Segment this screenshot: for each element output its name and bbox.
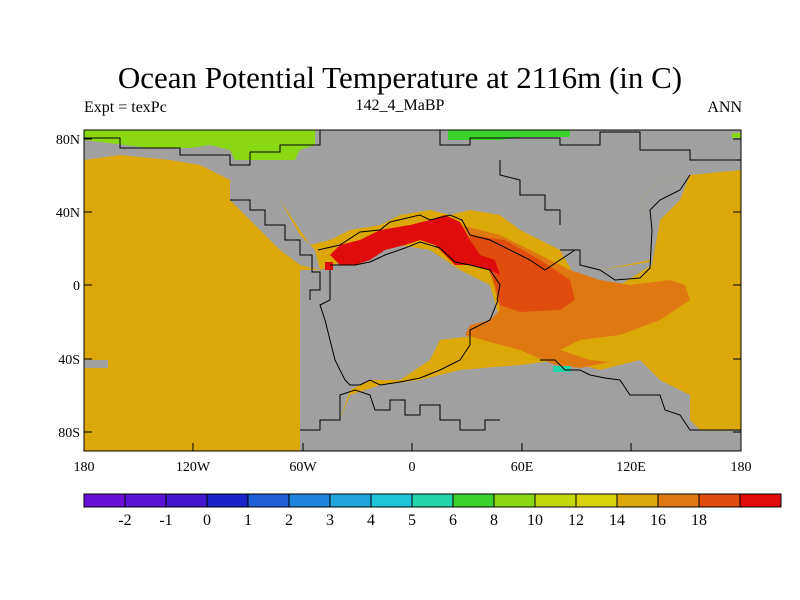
lon-label: 120W [176, 460, 211, 475]
lat-label: 40N [56, 206, 80, 221]
lat-label: 40S [58, 353, 80, 368]
colorbar-label: 10 [527, 512, 543, 529]
arctic-green-edge [732, 133, 741, 138]
colorbar-label: 2 [285, 512, 293, 529]
colorbar-label: 0 [203, 512, 211, 529]
lat-label: 0 [73, 279, 80, 294]
colorbar-label: -2 [118, 512, 131, 529]
colorbar-label: -1 [159, 512, 172, 529]
colorbar-label: 3 [326, 512, 334, 529]
colorbar-box [411, 493, 454, 508]
coastlines [84, 130, 741, 431]
colorbar-box [657, 493, 700, 508]
colorbar-box [124, 493, 167, 508]
time-label: 142_4_MaBP [355, 97, 445, 114]
lon-label: 60W [289, 460, 317, 475]
colorbar-label: 5 [408, 512, 416, 529]
land-east [560, 160, 741, 290]
lon-axis [83, 443, 742, 451]
lat-axis [84, 138, 741, 433]
lat-label: 80N [56, 133, 80, 148]
colorbar-label: 16 [650, 512, 666, 529]
colorbar-label: 4 [367, 512, 375, 529]
colorbar-label: 1 [244, 512, 252, 529]
colorbar-box [165, 493, 208, 508]
colorbar-box [452, 493, 495, 508]
land-island-west [84, 360, 108, 368]
colorbar-label: 18 [691, 512, 707, 529]
colorbar-box [698, 493, 741, 508]
colorbar-boxes [83, 493, 782, 508]
colorbar-box [206, 493, 249, 508]
colorbar-labels: -2 -1 0 1 2 3 4 5 6 8 10 12 14 16 18 [118, 512, 707, 529]
lon-label: 60E [511, 460, 534, 475]
colorbar-box [575, 493, 618, 508]
chart-title: Ocean Potential Temperature at 2116m (in… [117, 60, 683, 95]
colorbar-label: 6 [449, 512, 457, 529]
colorbar-box [739, 493, 782, 508]
colorbar-box [83, 493, 126, 508]
lon-label: 0 [409, 460, 416, 475]
lon-label: 180 [74, 460, 95, 475]
tethys-red [325, 215, 500, 275]
colorbar-box [370, 493, 413, 508]
land-central-continent [300, 245, 500, 430]
tethys-deep-red-orange [470, 235, 575, 312]
cyan-spot [553, 366, 571, 372]
colorbar-label: 8 [490, 512, 498, 529]
season-label: ANN [707, 99, 742, 116]
colorbar-label: 12 [568, 512, 584, 529]
lat-label: 80S [58, 426, 80, 441]
colorbar-label: 14 [609, 512, 625, 529]
experiment-label: Expt = texPc [84, 99, 167, 116]
colorbar-box [616, 493, 659, 508]
colorbar-box [493, 493, 536, 508]
lon-label: 180 [731, 460, 752, 475]
colorbar-box [247, 493, 290, 508]
lon-label: 120E [616, 460, 646, 475]
colorbar-box [329, 493, 372, 508]
colorbar-box [534, 493, 577, 508]
colorbar-box [288, 493, 331, 508]
